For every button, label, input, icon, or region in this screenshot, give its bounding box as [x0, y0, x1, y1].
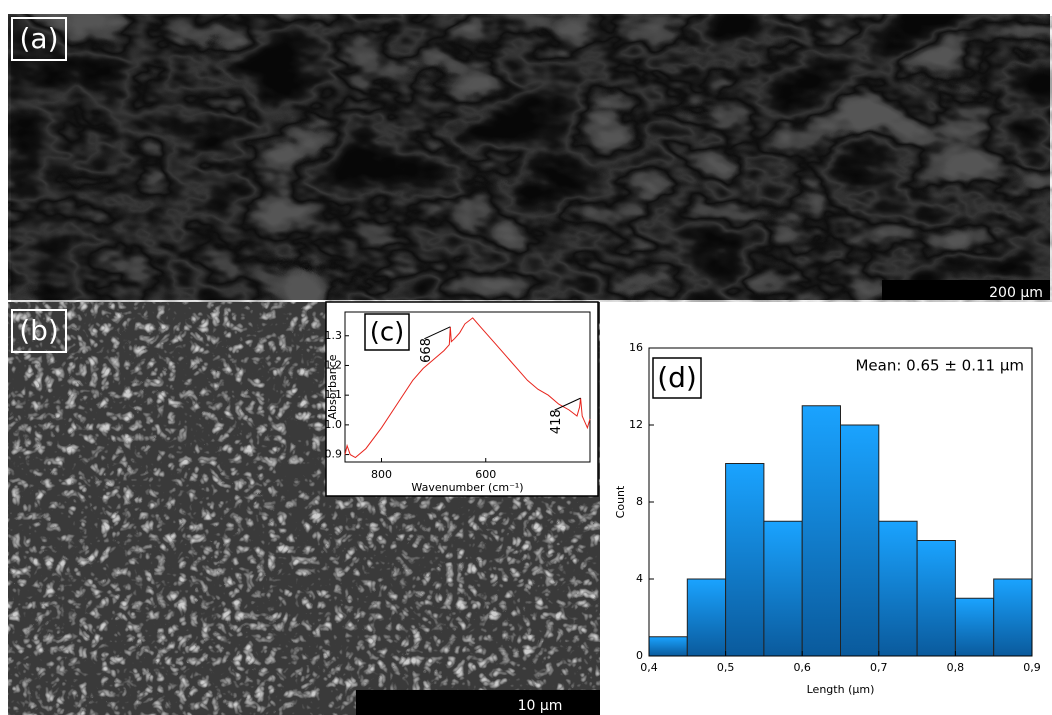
- x-tick-label: 0,6: [793, 661, 811, 674]
- scale-text: 10 µm: [518, 698, 563, 714]
- histogram-bar: [726, 464, 764, 657]
- y-tick-label: 12: [629, 418, 643, 431]
- panel-label: (c): [370, 318, 405, 348]
- panel-label: (d): [657, 361, 697, 394]
- peak-label: 418: [549, 409, 564, 434]
- y-axis-title: Count: [614, 485, 627, 518]
- y-tick-label: 16: [629, 341, 643, 354]
- sem-texture: [11, 16, 1052, 302]
- histogram-bar: [841, 425, 879, 656]
- histogram-bar: [649, 637, 687, 656]
- histogram-bar: [955, 598, 993, 656]
- x-tick-label: 0,7: [870, 661, 888, 674]
- x-axis-title: Wavenumber (cm⁻¹): [411, 481, 523, 494]
- mean-annotation: Mean: 0.65 ± 0.11 µm: [855, 357, 1024, 375]
- histogram-bar: [802, 406, 840, 656]
- x-tick-label: 0,4: [640, 661, 658, 674]
- scale-bar: [356, 690, 600, 715]
- histogram-bar: [687, 579, 725, 656]
- y-tick-label: 4: [636, 572, 643, 585]
- histogram-bar: [764, 521, 802, 656]
- peak-label: 668: [419, 338, 434, 363]
- histogram-bar: [917, 541, 955, 657]
- scale-text: 200 µm: [989, 285, 1043, 301]
- x-tick-label: 0,8: [947, 661, 965, 674]
- x-tick-label: 0,5: [717, 661, 735, 674]
- histogram-bar: [879, 521, 917, 656]
- histogram-bar: [994, 579, 1032, 656]
- y-tick-label: 8: [636, 495, 643, 508]
- panel-label: (a): [19, 22, 58, 55]
- y-tick-label: 0.9: [325, 448, 343, 461]
- x-tick-label: 0,9: [1023, 661, 1041, 674]
- x-axis-title: Length (µm): [807, 683, 875, 696]
- y-axis-title: Absorbance: [326, 354, 339, 419]
- y-tick-label: 1.3: [325, 329, 343, 342]
- figure: (a) 200 µm (b) 10 µm 0.91.01.11.21.38006…: [0, 0, 1052, 715]
- x-tick-label: 600: [475, 468, 496, 481]
- x-tick-label: 800: [371, 468, 392, 481]
- panel-label: (b): [19, 314, 59, 347]
